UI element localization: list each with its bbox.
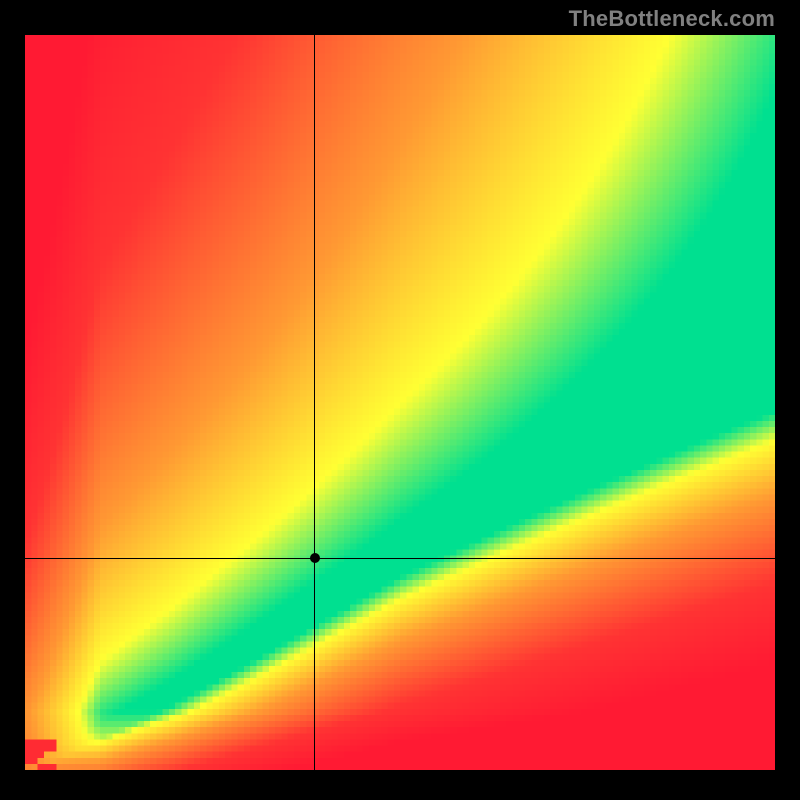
- heatmap-canvas: [25, 35, 775, 770]
- crosshair-horizontal: [25, 558, 775, 559]
- crosshair-marker: [310, 553, 320, 563]
- chart-container: TheBottleneck.com: [0, 0, 800, 800]
- plot-area: [25, 35, 775, 770]
- watermark-text: TheBottleneck.com: [569, 6, 775, 32]
- crosshair-vertical: [314, 35, 315, 770]
